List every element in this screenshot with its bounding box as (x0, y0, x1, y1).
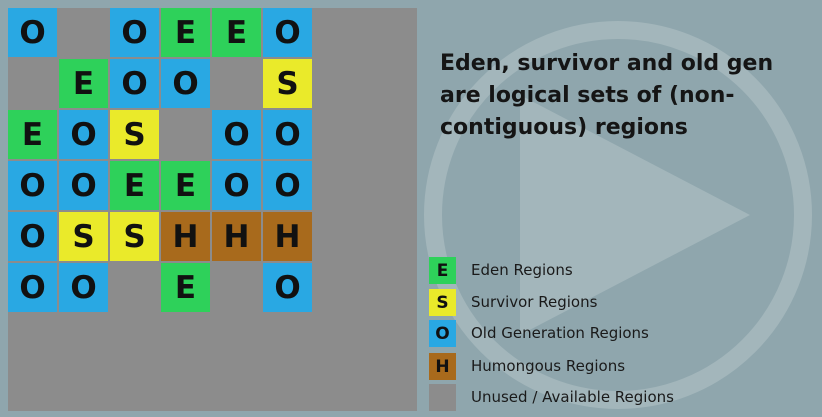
region-cell-old: O (263, 8, 312, 57)
region-cell-old: O (8, 161, 57, 210)
legend-label: Survivor Regions (471, 293, 598, 311)
legend-label: Unused / Available Regions (471, 388, 674, 406)
region-cell-old: O (263, 110, 312, 159)
region-cell-survivor: S (110, 212, 159, 261)
region-cell-old: O (8, 263, 57, 312)
region-cell-old: O (59, 263, 108, 312)
region-cell-old: O (161, 59, 210, 108)
region-cell-humongous: H (212, 212, 261, 261)
legend-label: Humongous Regions (471, 357, 626, 375)
region-cell-old: O (110, 59, 159, 108)
legend-label: Eden Regions (471, 261, 573, 279)
region-cell-old: O (59, 161, 108, 210)
region-cell-eden: E (161, 161, 210, 210)
legend-label: Old Generation Regions (471, 324, 649, 342)
region-cell-eden: E (212, 8, 261, 57)
region-cell-old: O (8, 212, 57, 261)
region-cell-eden: E (59, 59, 108, 108)
region-cell-survivor: S (263, 59, 312, 108)
region-cell-survivor: S (59, 212, 108, 261)
headline: Eden, survivor and old gen are logical s… (440, 51, 774, 140)
region-cell-old: O (263, 161, 312, 210)
legend-item-humongous: H Humongous Regions (429, 353, 809, 381)
region-cell-old: O (8, 8, 57, 57)
legend-swatch: E (429, 257, 456, 284)
region-cell-eden: E (161, 8, 210, 57)
legend-item-old: O Old Generation Regions (429, 320, 809, 348)
legend-swatch: H (429, 353, 456, 380)
region-cell-eden: E (161, 263, 210, 312)
region-cell-old: O (212, 161, 261, 210)
legend-item-survivor: S Survivor Regions (429, 289, 809, 317)
region-cell-eden: E (110, 161, 159, 210)
region-cell-old: O (263, 263, 312, 312)
region-cell-humongous: H (161, 212, 210, 261)
legend-swatch: S (429, 289, 456, 316)
region-cell-survivor: S (110, 110, 159, 159)
legend-swatch: O (429, 320, 456, 347)
region-cell-old: O (212, 110, 261, 159)
region-cell-humongous: H (263, 212, 312, 261)
region-cell-eden: E (8, 110, 57, 159)
legend-item-unused: Unused / Available Regions (429, 384, 809, 412)
legend-swatch (429, 384, 456, 411)
region-cell-old: O (59, 110, 108, 159)
region-cell-old: O (110, 8, 159, 57)
legend-item-eden: E Eden Regions (429, 257, 809, 285)
